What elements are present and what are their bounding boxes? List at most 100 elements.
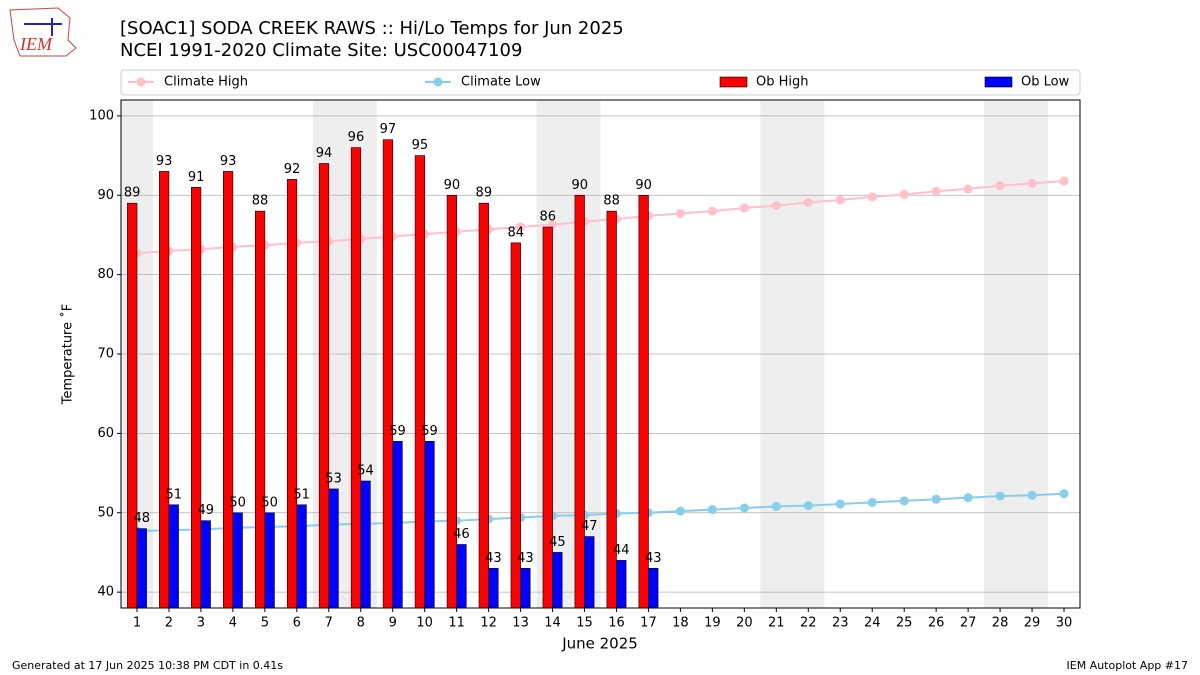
point — [931, 186, 941, 196]
bar — [350, 147, 362, 609]
bar — [648, 568, 659, 609]
bar — [222, 171, 234, 609]
point — [995, 181, 1005, 191]
point — [867, 497, 877, 507]
point — [995, 491, 1005, 501]
legend-label: Climate Low — [461, 75, 541, 90]
x-tick-label: 30 — [1056, 616, 1073, 631]
logo-text: IEM — [19, 34, 53, 54]
chart-subtitle: NCEI 1991-2020 Climate Site: USC00047109 — [120, 40, 522, 61]
bar — [542, 226, 553, 609]
point — [963, 184, 973, 194]
x-tick-label: 25 — [896, 616, 913, 631]
x-tick-label: 23 — [832, 616, 849, 631]
data-label: 50 — [261, 495, 278, 510]
bar — [318, 163, 330, 609]
x-tick-label: 22 — [800, 616, 817, 631]
bar — [382, 139, 394, 609]
bar — [127, 202, 138, 609]
data-label: 88 — [252, 194, 269, 209]
y-tick-label: 90 — [97, 188, 114, 203]
data-label: 97 — [380, 122, 397, 137]
x-tick-label: 3 — [197, 616, 205, 631]
bar — [478, 202, 489, 609]
chart-title: [SOAC1] SODA CREEK RAWS :: Hi/Lo Temps f… — [120, 18, 624, 39]
x-tick-label: 27 — [960, 616, 977, 631]
x-tick-label: 5 — [261, 616, 269, 631]
data-label: 90 — [635, 178, 652, 193]
bar — [136, 528, 147, 609]
x-tick-label: 6 — [293, 616, 301, 631]
bar — [638, 194, 649, 609]
point — [707, 505, 717, 515]
data-label: 89 — [124, 186, 141, 201]
x-tick-label: 19 — [704, 616, 721, 631]
data-label: 50 — [229, 495, 246, 510]
x-tick-label: 1 — [133, 616, 141, 631]
data-label: 43 — [645, 551, 662, 566]
data-label: 46 — [453, 527, 470, 542]
legend — [120, 69, 1081, 96]
point — [1059, 176, 1069, 186]
x-axis-label: June 2025 — [561, 635, 638, 653]
data-label: 51 — [293, 487, 310, 502]
data-label: 53 — [325, 471, 342, 486]
x-tick-label: 16 — [608, 616, 625, 631]
point — [835, 499, 845, 509]
data-label: 44 — [613, 543, 630, 558]
point — [771, 501, 781, 511]
bar — [424, 441, 435, 609]
bar — [254, 210, 266, 609]
data-label: 88 — [603, 194, 620, 209]
y-tick-label: 70 — [97, 347, 114, 362]
x-tick-label: 2 — [165, 616, 173, 631]
legend-label: Ob High — [756, 75, 809, 90]
logo: IEM — [9, 7, 77, 57]
bar — [360, 480, 371, 609]
x-tick-label: 26 — [928, 616, 945, 631]
point — [931, 494, 941, 504]
footer-left: Generated at 17 Jun 2025 10:38 PM CDT in… — [12, 659, 283, 672]
data-label: 48 — [134, 511, 151, 526]
y-tick-label: 80 — [97, 267, 114, 282]
x-tick-label: 21 — [768, 616, 785, 631]
y-tick-label: 100 — [89, 108, 114, 123]
legend-swatch — [433, 77, 443, 87]
bar — [552, 552, 563, 609]
bar — [392, 441, 403, 609]
point — [739, 203, 749, 213]
data-label: 43 — [485, 551, 502, 566]
bar — [200, 520, 211, 609]
bar — [520, 568, 531, 609]
point — [1059, 489, 1069, 499]
point — [739, 503, 749, 513]
point — [867, 192, 877, 202]
point — [707, 206, 717, 216]
bar — [296, 504, 307, 609]
legend-swatch — [719, 76, 748, 88]
data-label: 93 — [156, 154, 173, 169]
bar — [264, 512, 275, 609]
data-label: 96 — [348, 130, 365, 145]
legend-swatch — [136, 77, 146, 87]
point — [963, 493, 973, 503]
point — [516, 222, 526, 232]
bar — [286, 179, 298, 609]
data-label: 54 — [357, 464, 374, 479]
y-tick-label: 60 — [97, 426, 114, 441]
data-label: 91 — [188, 170, 205, 185]
y-axis-label: Temperature ˚F — [60, 304, 76, 405]
y-tick-label: 50 — [97, 505, 114, 520]
x-tick-label: 11 — [448, 616, 465, 631]
data-label: 59 — [389, 424, 406, 439]
x-tick-label: 7 — [325, 616, 333, 631]
x-tick-label: 13 — [512, 616, 529, 631]
bar — [191, 187, 202, 609]
bar — [584, 536, 595, 609]
data-label: 93 — [220, 154, 237, 169]
legend-label: Ob Low — [1021, 75, 1070, 90]
x-tick-label: 28 — [992, 616, 1009, 631]
data-label: 92 — [284, 162, 301, 177]
point — [771, 201, 781, 211]
